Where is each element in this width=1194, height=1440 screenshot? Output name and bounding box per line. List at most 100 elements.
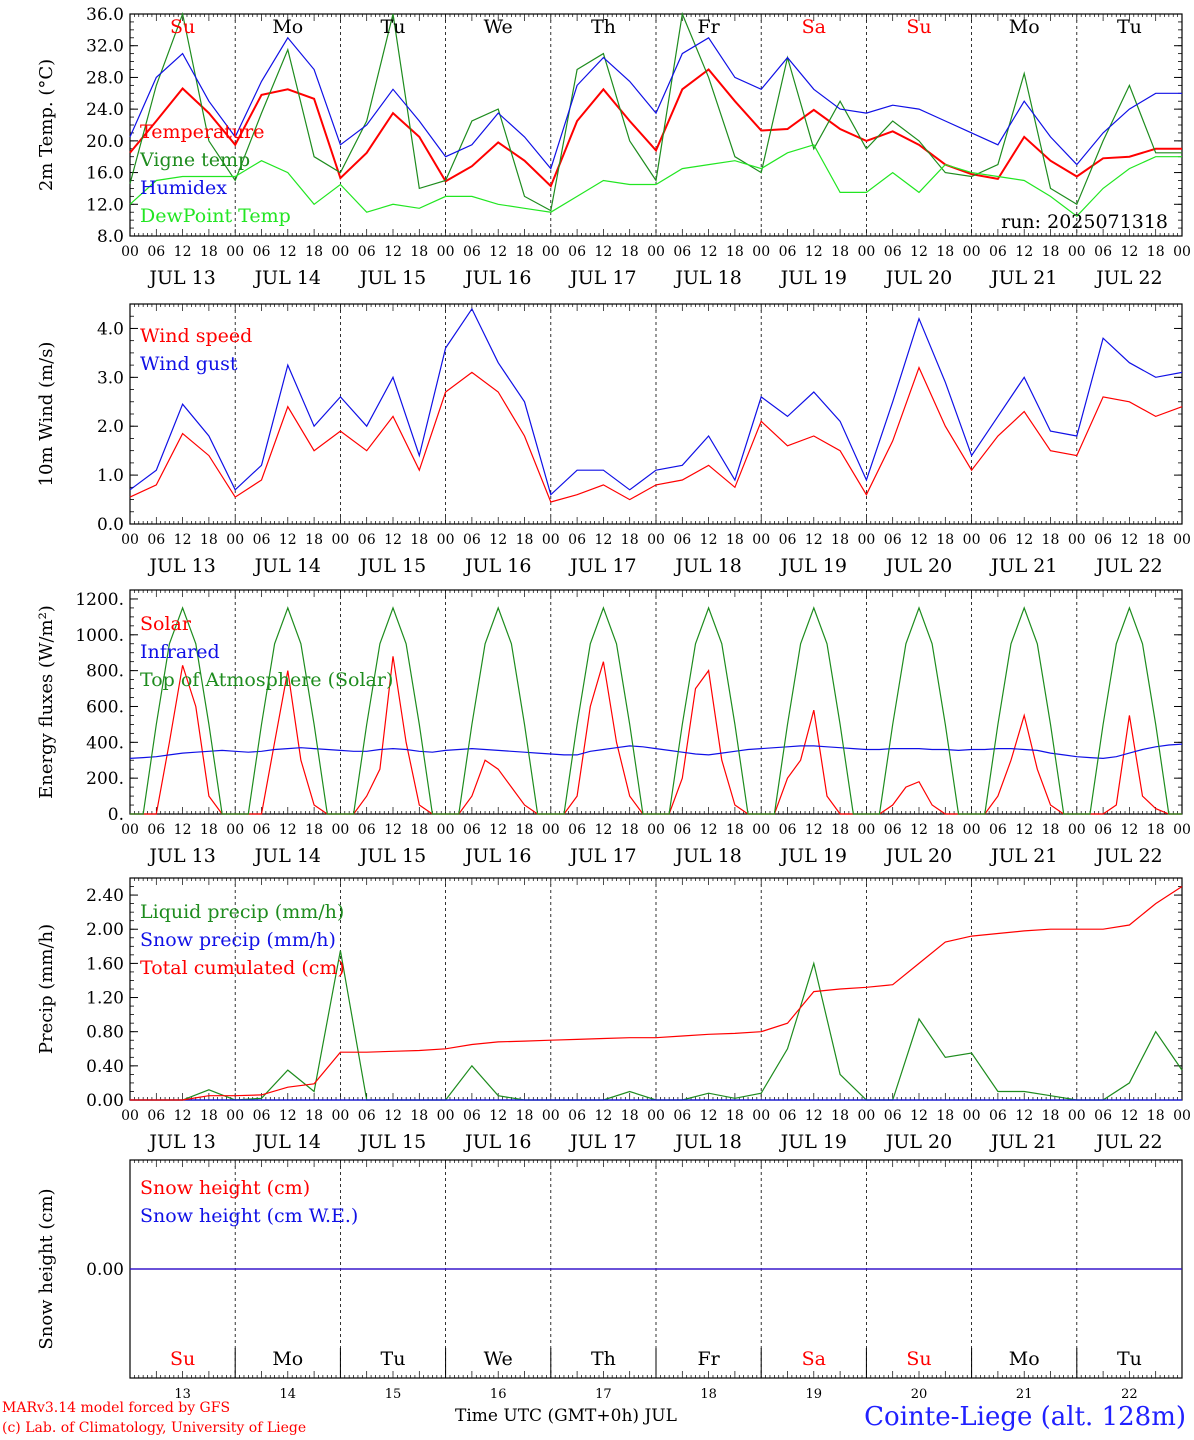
hour-tick-label: 18 xyxy=(410,532,428,548)
hour-tick-label: 00 xyxy=(226,1108,244,1124)
hour-tick-label: 18 xyxy=(831,244,849,260)
hour-tick-label: 00 xyxy=(226,532,244,548)
weekday-label: Fr xyxy=(697,16,720,38)
y-axis-label: Precip (mm/h) xyxy=(36,924,57,1054)
hour-tick-label: 12 xyxy=(174,244,192,260)
weekday-label: We xyxy=(484,1348,513,1370)
hour-tick-label: 12 xyxy=(1120,1108,1138,1124)
weekday-label: Tu xyxy=(381,16,406,38)
day-label: JUL 19 xyxy=(779,267,847,289)
hour-tick-label: 18 xyxy=(305,244,323,260)
hour-tick-label: 00 xyxy=(542,822,560,838)
series-line-2 xyxy=(129,743,1183,760)
hour-tick-label: 00 xyxy=(647,532,665,548)
hour-tick-label: 12 xyxy=(1015,532,1033,548)
weekday-label: Tu xyxy=(1117,1348,1142,1370)
panel-frame xyxy=(129,589,1183,815)
hour-tick-label: 12 xyxy=(700,532,718,548)
hour-tick-label: 00 xyxy=(226,822,244,838)
hour-tick-label: 12 xyxy=(1015,822,1033,838)
legend-entry: Snow precip (mm/h) xyxy=(140,929,336,951)
day-label: JUL 17 xyxy=(568,1131,636,1153)
hour-tick-label: 18 xyxy=(1042,822,1060,838)
y-tick-label: 0.80 xyxy=(86,1023,124,1043)
hour-tick-label: 00 xyxy=(1173,244,1191,260)
series-line-3 xyxy=(130,606,1182,815)
day-label: JUL 22 xyxy=(1094,267,1162,289)
y-tick-label: 1200. xyxy=(75,590,124,610)
y-tick-label: 28.0 xyxy=(86,68,124,88)
hour-tick-label: 06 xyxy=(147,244,165,260)
hour-tick-label: 06 xyxy=(253,1108,271,1124)
weekday-label: Su xyxy=(170,1348,195,1370)
hour-tick-label: 00 xyxy=(647,822,665,838)
hour-tick-label: 18 xyxy=(516,822,534,838)
hour-tick-label: 00 xyxy=(647,244,665,260)
hour-tick-label: 06 xyxy=(779,1108,797,1124)
hour-tick-label: 12 xyxy=(384,1108,402,1124)
weekday-label: Mo xyxy=(1009,1348,1040,1370)
weekday-label: Th xyxy=(591,1348,616,1370)
hour-tick-label: 00 xyxy=(963,532,981,548)
hour-tick-label: 00 xyxy=(331,1108,349,1124)
y-tick-label: 2.40 xyxy=(86,886,124,906)
weekday-label: Su xyxy=(906,16,931,38)
day-label: JUL 16 xyxy=(463,267,531,289)
day-label: JUL 19 xyxy=(779,845,847,867)
hour-tick-label: 12 xyxy=(1015,1108,1033,1124)
day-number-label: 16 xyxy=(490,1387,507,1402)
hour-tick-label: 00 xyxy=(1173,822,1191,838)
day-number-label: 18 xyxy=(700,1387,717,1402)
hour-tick-label: 18 xyxy=(621,822,639,838)
hour-tick-label: 00 xyxy=(226,244,244,260)
day-label: JUL 15 xyxy=(358,555,426,577)
hour-tick-label: 06 xyxy=(673,244,691,260)
hour-tick-label: 06 xyxy=(673,532,691,548)
legend-entry: Temperature xyxy=(140,121,264,143)
day-label: JUL 22 xyxy=(1094,1131,1162,1153)
hour-tick-label: 00 xyxy=(647,1108,665,1124)
y-tick-label: 4.0 xyxy=(97,319,124,339)
hour-tick-label: 12 xyxy=(1015,244,1033,260)
day-label: JUL 20 xyxy=(884,555,952,577)
hour-tick-label: 18 xyxy=(936,822,954,838)
footer-lab-text: (c) Lab. of Climatology, University of L… xyxy=(2,1420,307,1436)
legend-entry: Top of Atmosphere (Solar) xyxy=(140,669,393,691)
y-axis-label: 10m Wind (m/s) xyxy=(36,342,57,487)
legend-entry: Total cumulated (cm) xyxy=(140,957,345,979)
day-number-label: 21 xyxy=(1016,1387,1033,1402)
legend-entry: Humidex xyxy=(140,177,227,199)
hour-tick-label: 00 xyxy=(857,532,875,548)
hour-tick-label: 18 xyxy=(1042,1108,1060,1124)
hour-tick-label: 12 xyxy=(489,1108,507,1124)
hour-tick-label: 06 xyxy=(1094,1108,1112,1124)
hour-tick-label: 12 xyxy=(594,1108,612,1124)
hour-tick-label: 12 xyxy=(384,532,402,548)
day-label: JUL 18 xyxy=(673,555,741,577)
series-line-4 xyxy=(129,144,1182,218)
hour-tick-label: 06 xyxy=(358,822,376,838)
y-tick-label: 24.0 xyxy=(86,100,124,120)
hour-tick-label: 18 xyxy=(516,244,534,260)
hour-tick-label: 12 xyxy=(700,244,718,260)
hour-tick-label: 00 xyxy=(542,532,560,548)
hour-tick-label: 12 xyxy=(1120,822,1138,838)
panel-1: 8.0 12.0 16.0 20.0 24.0 28.0 32.0 36.0 2m Temp. … xyxy=(36,5,1191,289)
hour-tick-label: 06 xyxy=(779,532,797,548)
y-tick-label: 0.40 xyxy=(86,1057,124,1077)
hour-tick-label: 12 xyxy=(910,244,928,260)
hour-tick-label: 18 xyxy=(936,532,954,548)
hour-tick-label: 06 xyxy=(989,244,1007,260)
hour-tick-label: 12 xyxy=(910,532,928,548)
hour-tick-label: 18 xyxy=(305,532,323,548)
hour-tick-label: 06 xyxy=(989,1108,1007,1124)
hour-tick-label: 06 xyxy=(463,244,481,260)
day-number-label: 15 xyxy=(385,1387,402,1402)
hour-tick-label: 12 xyxy=(910,1108,928,1124)
weekday-label: Fr xyxy=(697,1348,720,1370)
footer-model-text: MARv3.14 model forced by GFS xyxy=(2,1400,231,1416)
hour-tick-label: 12 xyxy=(279,1108,297,1124)
day-label: JUL 19 xyxy=(779,1131,847,1153)
day-label: JUL 21 xyxy=(989,267,1057,289)
